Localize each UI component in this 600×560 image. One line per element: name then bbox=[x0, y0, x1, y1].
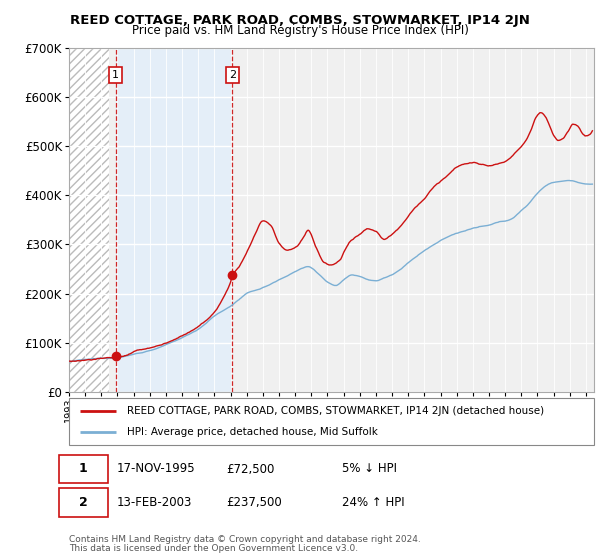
Text: Price paid vs. HM Land Registry's House Price Index (HPI): Price paid vs. HM Land Registry's House … bbox=[131, 24, 469, 37]
Text: £72,500: £72,500 bbox=[227, 463, 275, 475]
Text: 1: 1 bbox=[79, 463, 88, 475]
Text: 2: 2 bbox=[79, 496, 88, 509]
Text: REED COTTAGE, PARK ROAD, COMBS, STOWMARKET, IP14 2JN (detached house): REED COTTAGE, PARK ROAD, COMBS, STOWMARK… bbox=[127, 406, 544, 416]
Text: 2: 2 bbox=[229, 70, 236, 80]
FancyBboxPatch shape bbox=[59, 488, 109, 517]
Text: 17-NOV-1995: 17-NOV-1995 bbox=[116, 463, 195, 475]
Text: This data is licensed under the Open Government Licence v3.0.: This data is licensed under the Open Gov… bbox=[69, 544, 358, 553]
Text: 24% ↑ HPI: 24% ↑ HPI bbox=[342, 496, 404, 509]
FancyBboxPatch shape bbox=[69, 398, 594, 445]
Text: 1: 1 bbox=[112, 70, 119, 80]
Text: HPI: Average price, detached house, Mid Suffolk: HPI: Average price, detached house, Mid … bbox=[127, 427, 377, 437]
Bar bbox=[116, 48, 232, 392]
Text: REED COTTAGE, PARK ROAD, COMBS, STOWMARKET, IP14 2JN: REED COTTAGE, PARK ROAD, COMBS, STOWMARK… bbox=[70, 14, 530, 27]
Text: 5% ↓ HPI: 5% ↓ HPI bbox=[342, 463, 397, 475]
Text: £237,500: £237,500 bbox=[227, 496, 282, 509]
FancyBboxPatch shape bbox=[59, 455, 109, 483]
Text: Contains HM Land Registry data © Crown copyright and database right 2024.: Contains HM Land Registry data © Crown c… bbox=[69, 535, 421, 544]
Text: 13-FEB-2003: 13-FEB-2003 bbox=[116, 496, 191, 509]
